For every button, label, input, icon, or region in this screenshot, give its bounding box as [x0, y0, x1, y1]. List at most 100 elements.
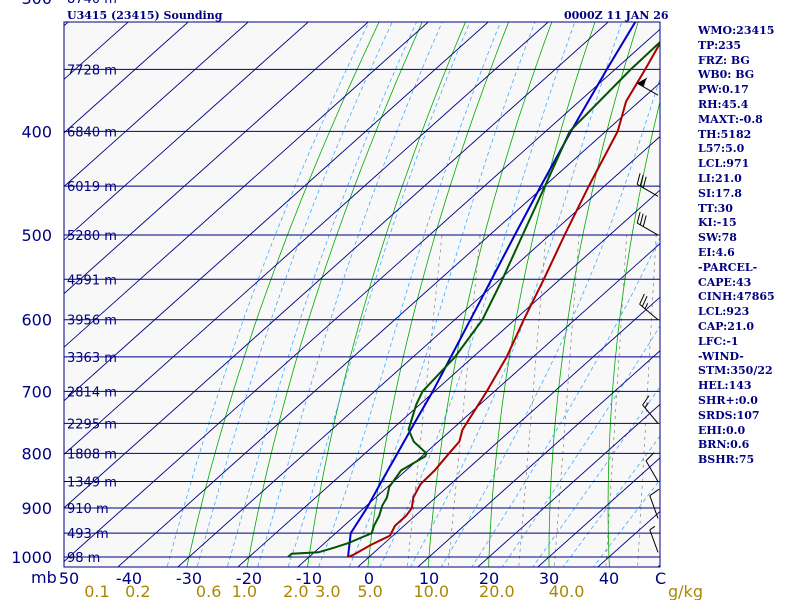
dewpoint-line [287, 40, 660, 558]
wind-barb [636, 173, 659, 197]
temperature-unit-label: C [655, 569, 666, 588]
stat-line: TP:235 [698, 38, 742, 52]
wind-barb-staff [649, 495, 659, 519]
temperature-tick-label: -10 [296, 569, 322, 588]
dry-adiabat [427, 22, 553, 567]
isotherm [64, 22, 609, 509]
moist-adiabat [592, 479, 660, 567]
moist-adiabat [196, 22, 393, 567]
isotherm [64, 28, 660, 563]
isotherm [417, 350, 660, 567]
grid-lines [64, 0, 800, 580]
mixing-ratio-label: 2.0 [283, 582, 308, 600]
mixing-ratio-label: 0.1 [84, 582, 109, 600]
wind-barb [649, 525, 659, 553]
mixing-ratio-line [518, 234, 547, 567]
temperature-tick-label: -20 [236, 569, 262, 588]
wind-barb-flag [639, 213, 644, 225]
stat-line: LCL:923 [698, 305, 750, 319]
wind-barb [645, 452, 659, 482]
wind-barb-staff [642, 404, 659, 424]
mixing-ratio-line [605, 234, 628, 567]
wind-barbs [636, 77, 660, 553]
height-label: 6840 m [67, 125, 117, 140]
moist-adiabat [410, 22, 623, 567]
stat-line: EI:4.6 [698, 245, 735, 259]
wind-barb [636, 77, 659, 96]
profile-lines [287, 22, 660, 558]
wind-barb-half [642, 80, 646, 87]
stat-line: SI:17.8 [698, 186, 742, 200]
sounding-stats-panel: WMO:23415 TP:235 FRZ: BG WB0: BG PW:0.17 RH:4… [698, 24, 775, 468]
mixing-ratio-label: 3.0 [315, 582, 340, 600]
wind-barb-flag [639, 293, 645, 305]
pressure-tick-label: 800 [21, 444, 52, 463]
dry-adiabat [307, 22, 466, 567]
station-title: U3415 (23415) Sounding [67, 9, 223, 22]
moist-adiabat [440, 77, 660, 567]
mixing-ratio-line [447, 234, 481, 567]
mixing-ratio-label: 0.2 [125, 582, 150, 600]
moist-adiabat [379, 22, 576, 567]
stat-line: WB0: BG [698, 68, 755, 82]
wind-barb-staff [636, 183, 659, 197]
chart-plot-background [64, 22, 660, 567]
dry-adiabat [775, 0, 800, 580]
isotherm [64, 22, 549, 455]
pressure-tick-label: 500 [21, 226, 52, 245]
wind-barb-flag [639, 174, 644, 187]
height-label: 6019 m [67, 180, 117, 195]
mixing-ratio-label: 10.0 [413, 582, 449, 600]
pressure-tick-label: 400 [21, 122, 52, 141]
mixing-ratio-label: 20.0 [479, 582, 515, 600]
stat-line: EHI:0.0 [698, 423, 746, 437]
mixing-ratio-line [679, 235, 695, 580]
stat-line: BSHR:75 [698, 453, 755, 467]
stat-line: LFC:-1 [698, 334, 739, 348]
valid-time: 0000Z 11 JAN 26 [564, 9, 669, 22]
stat-line: LCL:971 [698, 157, 750, 171]
stat-line: -PARCEL- [698, 260, 758, 274]
temperature-tick-label: 30 [539, 569, 559, 588]
mixing-ratio-unit-label: g/kg [668, 582, 703, 600]
pressure-tick-label: 900 [21, 499, 52, 518]
temperature-tick-label: -30 [176, 569, 202, 588]
moist-adiabat [166, 22, 370, 567]
isotherm [117, 82, 660, 567]
moist-adiabat [348, 22, 536, 567]
chart-plot-frame [63, 21, 661, 568]
stat-line: RH:45.4 [698, 97, 749, 111]
height-label: 3956 m [67, 314, 117, 329]
stat-line: TH:5182 [698, 127, 752, 141]
mixing-ratio-line [553, 234, 580, 567]
stat-line: -WIND- [698, 349, 744, 363]
stat-line: LI:21.0 [698, 171, 742, 185]
temperature-tick-label: -40 [116, 569, 142, 588]
height-label: 493 m [67, 527, 109, 542]
temperature-line [347, 41, 660, 558]
dry-adiabat [246, 22, 423, 567]
wind-barb [649, 488, 660, 519]
height-label: 2814 m [67, 385, 117, 400]
wind-barb-half [644, 402, 649, 408]
moist-adiabat [257, 22, 443, 567]
mixing-ratio-label: 40.0 [549, 582, 585, 600]
stat-line: PW:0.17 [698, 83, 749, 97]
wind-barb [642, 395, 659, 424]
pressure-tick-label: 600 [21, 311, 52, 330]
wind-barb-half [649, 525, 656, 531]
wind-barb [636, 211, 659, 236]
stat-line: L57:5.0 [698, 142, 745, 156]
moist-adiabat [226, 22, 418, 567]
stat-line: FRZ: BG [698, 53, 750, 67]
height-label: 4591 m [67, 273, 117, 288]
dry-adiabat [186, 22, 380, 567]
temperature-tick-label: 10 [419, 569, 439, 588]
wind-barb-staff [649, 529, 659, 553]
wind-barb-half [644, 303, 649, 310]
pressure-tick-label: 1000 [11, 548, 52, 567]
axis-labels: 100200300400500600700800900100015480 m13… [11, 0, 703, 600]
height-label: 910 m [67, 502, 109, 517]
wind-barb-flag [645, 452, 655, 462]
